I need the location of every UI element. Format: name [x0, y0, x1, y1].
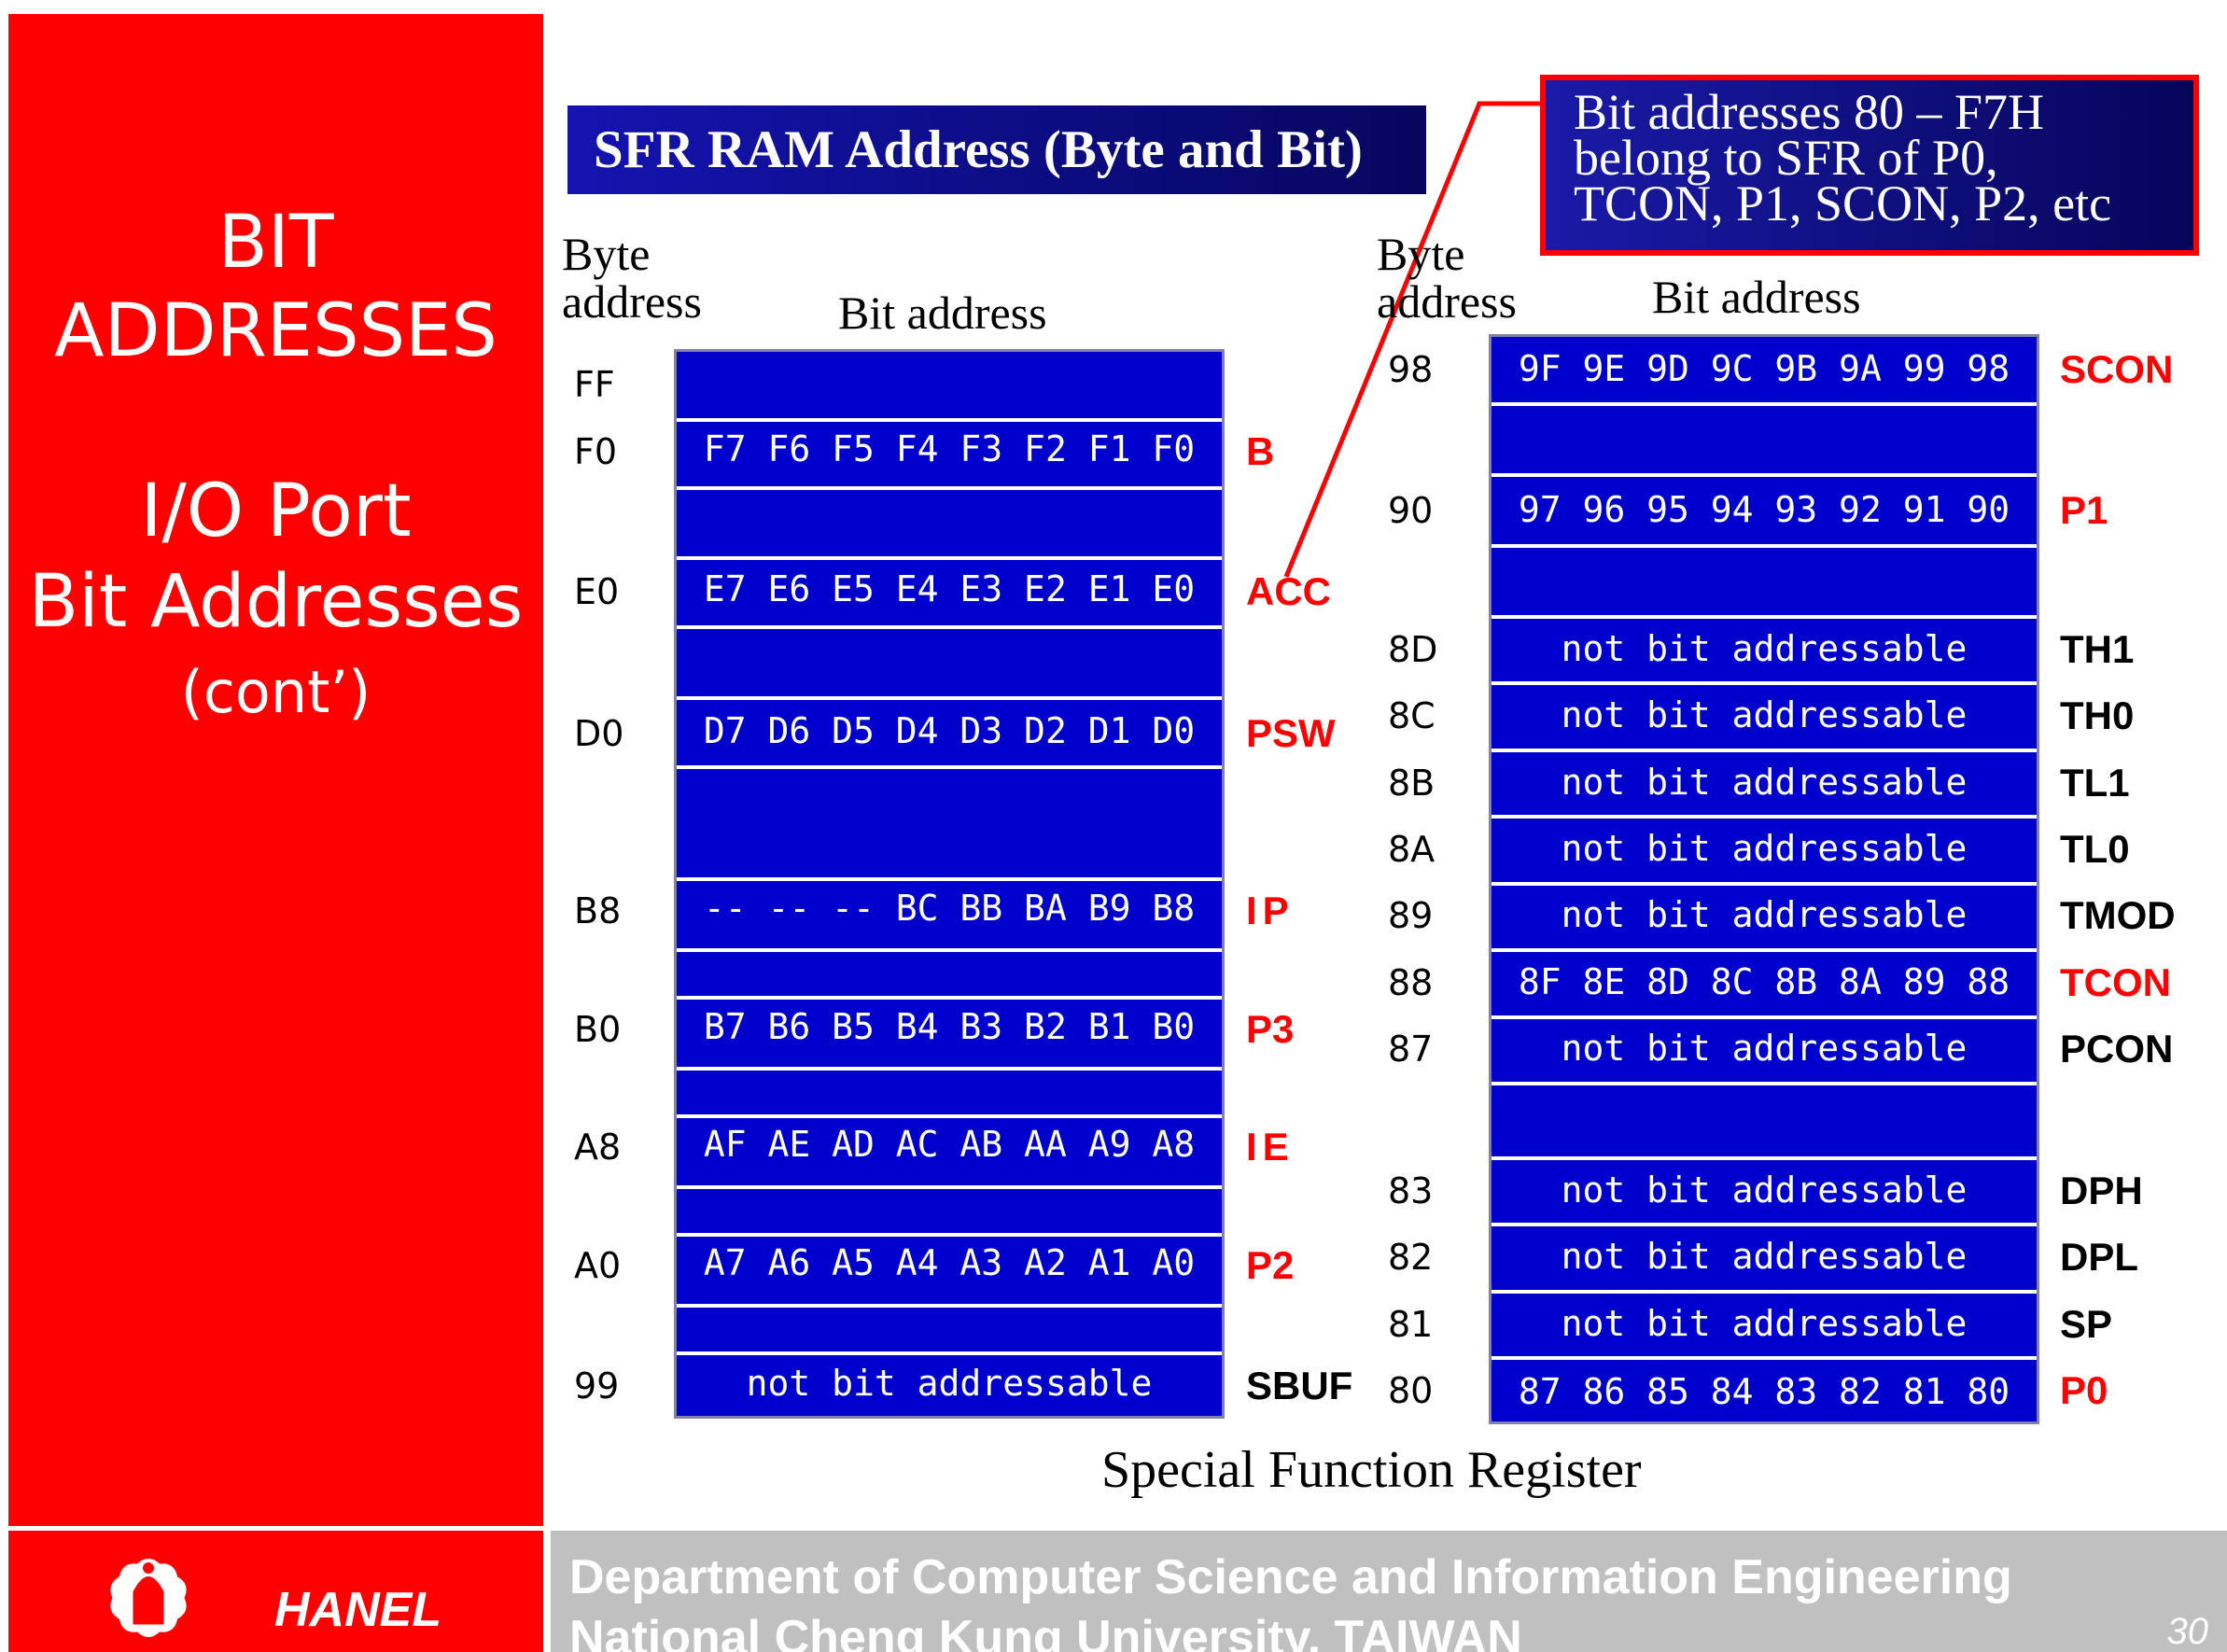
callout-line1: Bit addresses 80 – F7H [1574, 84, 2044, 140]
sidebar-subtitle-line2: Bit Addresses [28, 560, 524, 644]
reg-p1: P1 [2060, 488, 2108, 532]
right-addr-82: 82 [1388, 1237, 1434, 1278]
left-addr-a0: A0 [574, 1245, 622, 1286]
right-row-81-bits: not bit addressable [1561, 1303, 1968, 1344]
footer-department: Department of Computer Science and Infor… [569, 1550, 2012, 1604]
right-row-8d-bits: not bit addressable [1561, 628, 1968, 669]
reg-dph: DPH [2060, 1169, 2143, 1212]
reg-acc: ACC [1246, 569, 1331, 613]
right-bit-address-header: Bit address [1652, 271, 1861, 323]
sidebar: BIT ADDRESSES I/O Port Bit Addresses (co… [8, 14, 543, 1526]
sidebar-subtitle-line1: I/O Port [140, 469, 412, 553]
reg-psw: PSW [1246, 711, 1336, 755]
left-row-a0-bits: A7 A6 A5 A4 A3 A2 A1 A0 [703, 1242, 1196, 1283]
reg-pcon: PCON [2060, 1027, 2174, 1071]
reg-p3: P3 [1246, 1007, 1295, 1051]
left-row-99-bits: not bit addressable [746, 1363, 1153, 1404]
right-addr-89: 89 [1388, 895, 1434, 936]
right-addr-80: 80 [1388, 1370, 1434, 1411]
left-row-b0-bits: B7 B6 B5 B4 B3 B2 B1 B0 [703, 1006, 1196, 1047]
right-row-8a-bits: not bit addressable [1561, 828, 1968, 869]
right-row-98-bits: 9F 9E 9D 9C 9B 9A 99 98 [1518, 348, 2010, 389]
left-addr-99: 99 [574, 1365, 620, 1407]
right-addr-88: 88 [1388, 962, 1434, 1003]
left-bit-address-header: Bit address [838, 287, 1047, 339]
right-addr-90: 90 [1388, 490, 1434, 531]
right-byte-address-header-line2: address [1377, 275, 1517, 328]
right-row-83-bits: not bit addressable [1561, 1169, 1968, 1211]
right-addr-8a: 8A [1388, 829, 1436, 870]
right-addr-83: 83 [1388, 1170, 1434, 1211]
reg-tl0: TL0 [2060, 827, 2130, 871]
right-byte-address-header-line1: Byte [1377, 228, 1465, 280]
left-row-f0-bits: F7 F6 F5 F4 F3 F2 F1 F0 [703, 428, 1196, 469]
left-byte-address-header-line1: Byte [562, 228, 651, 280]
sidebar-title-line2: ADDRESSES [54, 289, 497, 373]
left-addr-f0: F0 [574, 431, 618, 472]
page-number: 30 [2166, 1611, 2209, 1652]
callout-line2: belong to SFR of P0, [1574, 130, 1998, 186]
left-addr-a8: A8 [574, 1127, 622, 1168]
left-addr-b0: B0 [574, 1009, 622, 1050]
reg-p2: P2 [1246, 1243, 1295, 1287]
left-addr-d0: D0 [574, 713, 624, 754]
left-addr-e0: E0 [574, 571, 620, 612]
reg-th0: TH0 [2060, 693, 2135, 737]
left-row-a8-bits: AF AE AD AC AB AA A9 A8 [703, 1124, 1196, 1165]
reg-th1: TH1 [2060, 627, 2135, 671]
slide-title: SFR RAM Address (Byte and Bit) [567, 105, 1426, 194]
reg-sbuf: SBUF [1246, 1364, 1353, 1407]
left-byte-address-header-line2: address [562, 275, 702, 328]
reg-tcon: TCON [2060, 960, 2171, 1004]
sidebar-subtitle-line3: (cont’) [180, 658, 371, 726]
reg-sp: SP [2060, 1302, 2113, 1346]
right-row-88-bits: 8F 8E 8D 8C 8B 8A 89 88 [1518, 961, 2010, 1002]
left-row-d0-bits: D7 D6 D5 D4 D3 D2 D1 D0 [703, 710, 1196, 751]
reg-scon: SCON [2060, 347, 2174, 391]
reg-b: B [1246, 429, 1275, 473]
left-sfr-table: F7 F6 F5 F4 F3 F2 F1 F0 E7 E6 E5 E4 E3 E… [674, 349, 1225, 1419]
right-sfr-table: 9F 9E 9D 9C 9B 9A 99 98 97 96 95 94 93 9… [1489, 334, 2039, 1424]
right-row-82-bits: not bit addressable [1561, 1236, 1968, 1277]
reg-ie: IE [1246, 1125, 1295, 1169]
right-addr-98: 98 [1388, 349, 1434, 390]
university-logo-icon [110, 1559, 187, 1637]
right-row-90-bits: 97 96 95 94 93 92 91 90 [1518, 489, 2010, 530]
right-addr-8d: 8D [1388, 629, 1438, 670]
right-row-8b-bits: not bit addressable [1561, 762, 1968, 803]
reg-tl1: TL1 [2060, 761, 2130, 805]
author-name: HANEL [274, 1583, 442, 1637]
callout-line3: TCON, P1, SCON, P2, etc [1574, 175, 2112, 231]
left-addr-b8: B8 [574, 890, 622, 931]
sfr-caption: Special Function Register [1101, 1441, 1642, 1499]
right-addr-8c: 8C [1388, 695, 1436, 736]
right-addr-87: 87 [1388, 1029, 1434, 1070]
right-addr-8b: 8B [1388, 763, 1436, 804]
footer: Department of Computer Science and Infor… [551, 1531, 2227, 1652]
left-row-e0-bits: E7 E6 E5 E4 E3 E2 E1 E0 [703, 568, 1196, 609]
right-row-8c-bits: not bit addressable [1561, 694, 1968, 735]
reg-ip: IP [1246, 889, 1295, 932]
sidebar-title-line1: BIT [217, 201, 334, 285]
reg-tmod: TMOD [2060, 893, 2176, 937]
reg-p0: P0 [2060, 1368, 2108, 1412]
footer-university: National Cheng Kung University, TAIWAN [569, 1611, 1522, 1652]
reg-dpl: DPL [2060, 1235, 2138, 1279]
right-row-80-bits: 87 86 85 84 83 82 81 80 [1518, 1371, 2010, 1412]
callout-box: Bit addresses 80 – F7H belong to SFR of … [1540, 75, 2199, 256]
left-row-b8-bits: -- -- -- BC BB BA B9 B8 [703, 888, 1196, 929]
author-panel: HANEL [8, 1531, 543, 1652]
right-addr-81: 81 [1388, 1304, 1434, 1345]
right-row-89-bits: not bit addressable [1561, 894, 1968, 935]
right-row-87-bits: not bit addressable [1561, 1028, 1968, 1069]
left-addr-ff: FF [574, 364, 615, 405]
